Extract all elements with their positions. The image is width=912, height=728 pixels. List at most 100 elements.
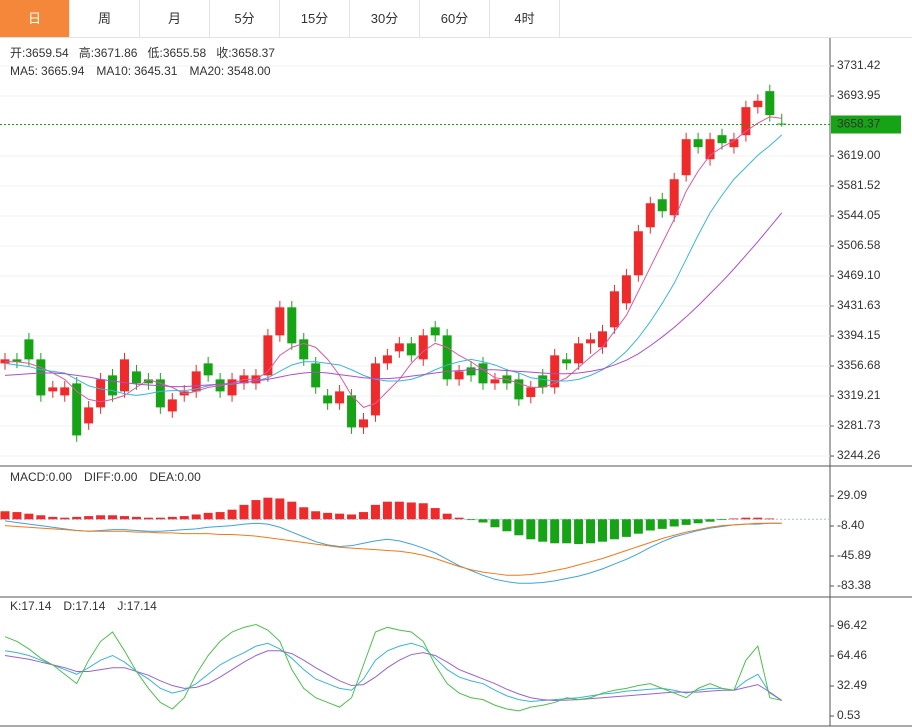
candle-body [48, 387, 58, 392]
candle-body [394, 343, 404, 352]
y-tick-label: -8.40 [837, 518, 865, 532]
tab[interactable]: 5分 [210, 0, 280, 37]
y-tick-label: 3731.42 [837, 58, 881, 72]
legend-text: 17.14 [75, 599, 105, 613]
candle-body [96, 379, 106, 408]
macd-bar [0, 511, 10, 520]
legend-text: 17.14 [127, 599, 157, 613]
tab[interactable]: 30分 [350, 0, 420, 37]
candle-body [406, 343, 416, 356]
candle-body [72, 383, 82, 436]
macd-bar [12, 512, 22, 520]
candle-body [382, 355, 392, 364]
macd-bar [550, 519, 560, 544]
legend-text: 高: [79, 45, 94, 60]
candle-body [84, 407, 94, 424]
candle-body [598, 331, 607, 348]
candle-body [478, 363, 488, 384]
macd-bar [215, 512, 225, 520]
legend-text: 3665.94 [41, 64, 85, 78]
macd-bar [131, 516, 141, 520]
macd-bar [538, 519, 548, 542]
candle-body [299, 339, 309, 360]
y-tick-label: 3581.52 [837, 178, 881, 192]
candle-body [574, 343, 584, 364]
macd-bar [335, 513, 345, 520]
macd-bar [490, 519, 500, 528]
period-tabs: 日 周 月 5分 15分 30分 60分 4时 [0, 0, 912, 38]
candle-body [669, 179, 679, 216]
candle-body [370, 363, 380, 416]
y-tick-label: -83.38 [837, 578, 871, 592]
macd-bar [143, 517, 153, 520]
y-tick-label: 32.49 [837, 678, 867, 692]
macd-bar [167, 516, 177, 520]
macd-bar [311, 511, 321, 520]
y-tick-label: 3544.05 [837, 208, 881, 222]
candle-body [191, 371, 201, 392]
candle-body [693, 139, 703, 148]
legend-text: MA5: [10, 64, 38, 78]
macd-bar [574, 519, 584, 545]
candle-body [753, 100, 763, 108]
chart: 3244.26 3281.73 3319.21 3356.68 3394.15 3431.… [0, 38, 912, 727]
macd-bar [430, 508, 440, 520]
tab[interactable]: 60分 [420, 0, 490, 37]
legend-text: 17.14 [21, 599, 51, 613]
candle-body [347, 395, 357, 428]
ma-line [4, 134, 783, 396]
candle-body [657, 199, 667, 212]
y-tick-label: 64.46 [837, 648, 867, 662]
macd-bar [514, 519, 524, 536]
candle-body [167, 399, 177, 412]
y-tick-label: 3693.95 [837, 88, 881, 102]
macd-bar [323, 512, 333, 520]
legend-text: DIFF: [84, 470, 114, 484]
y-tick-label: 3356.68 [837, 358, 881, 372]
candle-body [466, 367, 476, 376]
macd-bar [263, 497, 273, 520]
macd-bar [729, 518, 739, 520]
macd-bar [693, 519, 703, 524]
candle-body [143, 379, 153, 384]
macd-bar [275, 498, 285, 520]
candle-body [490, 379, 500, 384]
candle-body [442, 335, 452, 380]
legend-text: 3659.54 [25, 46, 69, 60]
macd-bar [179, 516, 189, 520]
legend-text: 开: [10, 46, 25, 60]
macd-bar [120, 516, 129, 520]
candle-body [36, 359, 46, 396]
tab[interactable]: 周 [70, 0, 140, 37]
macd-bar [765, 518, 775, 520]
macd-bar [466, 519, 476, 521]
ma-line [4, 212, 783, 388]
candle-body [203, 363, 213, 376]
candle-body [741, 107, 751, 136]
candle-body [275, 307, 285, 336]
candle-body [765, 91, 775, 116]
candle-body [717, 135, 727, 144]
candle-body [705, 139, 715, 160]
macd-bar [60, 517, 70, 520]
macd-bar [562, 519, 572, 544]
macd-bar [454, 517, 464, 520]
macd-bar [394, 501, 404, 520]
macd-bar [741, 517, 751, 520]
macd-bar [657, 519, 667, 529]
macd-bar [478, 519, 488, 523]
macd-bar [359, 512, 368, 520]
macd-bar [72, 516, 82, 520]
kdj-line [4, 623, 782, 712]
y-tick-label: 3394.15 [837, 328, 881, 342]
macd-bar [382, 501, 392, 520]
tab[interactable]: 15分 [280, 0, 350, 37]
macd-bar [155, 517, 165, 520]
tab[interactable]: 月 [140, 0, 210, 37]
legend-text: J: [117, 599, 126, 613]
candle-body [621, 275, 631, 304]
tab[interactable]: 4时 [490, 0, 560, 37]
tab[interactable]: 日 [0, 0, 70, 37]
candle-body [514, 379, 524, 400]
